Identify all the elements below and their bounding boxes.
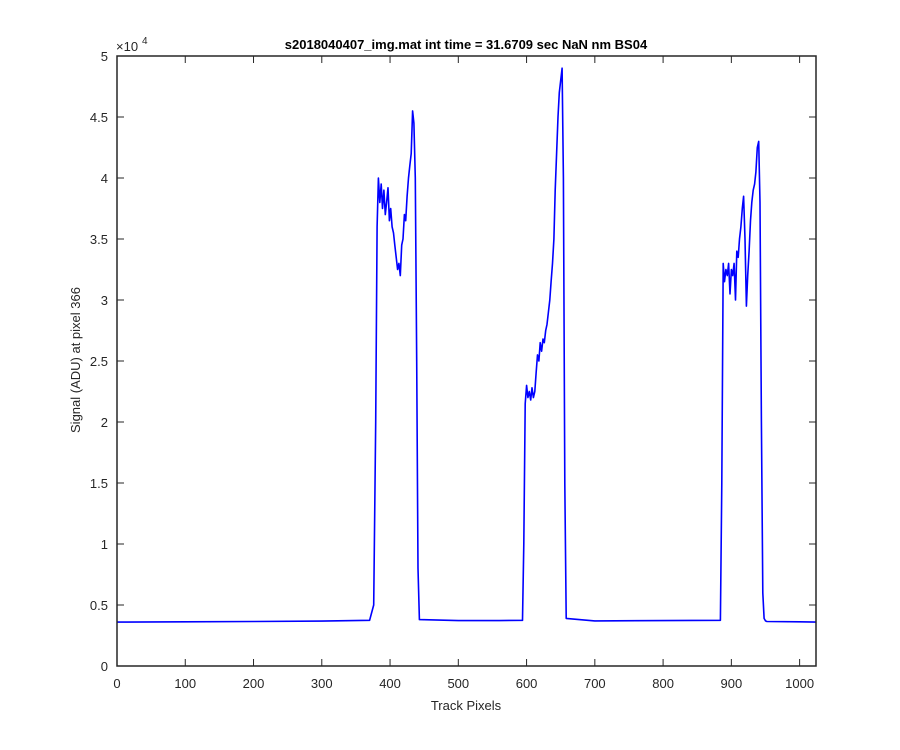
x-tick-label: 200 [243, 676, 265, 691]
x-tick-label: 500 [447, 676, 469, 691]
series-layer [116, 67, 817, 623]
y-tick-label: 2 [101, 415, 108, 430]
y-tick-label: 2.5 [90, 354, 108, 369]
axes-background [117, 56, 816, 666]
axes-box [116, 55, 817, 667]
x-axis-label: Track Pixels [431, 698, 502, 713]
axes-frame [116, 55, 817, 667]
y-tick-label: 1 [101, 537, 108, 552]
y-tick-label: 4 [101, 171, 108, 186]
y-tick-label: 5 [101, 49, 108, 64]
x-tick-label: 600 [516, 676, 538, 691]
y-axis-label: Signal (ADU) at pixel 366 [68, 287, 83, 433]
x-tick-label: 400 [379, 676, 401, 691]
x-tick-label: 1000 [785, 676, 814, 691]
x-tick-label: 100 [174, 676, 196, 691]
x-tick-label: 300 [311, 676, 333, 691]
signal-series-line [116, 67, 817, 623]
chart-title: s2018040407_img.mat int time = 31.6709 s… [285, 37, 648, 52]
y-tick-label: 0.5 [90, 598, 108, 613]
y-tick-label: 3.5 [90, 232, 108, 247]
x-tick-label: 0 [113, 676, 120, 691]
y-tick-label: 3 [101, 293, 108, 308]
y-tick-label: 1.5 [90, 476, 108, 491]
x-tick-label: 900 [721, 676, 743, 691]
y-tick-label: 4.5 [90, 110, 108, 125]
tick-labels: 0 100 200 300 400 500 600 700 800 900 1000 0 0.5 1 1.5… [90, 49, 814, 691]
plot-area [117, 56, 816, 666]
y-exponent-prefix: ×10 [116, 39, 138, 54]
x-tick-label: 800 [652, 676, 674, 691]
x-tick-label: 700 [584, 676, 606, 691]
y-exponent-power: 4 [142, 36, 148, 47]
y-tick-label: 0 [101, 659, 108, 674]
